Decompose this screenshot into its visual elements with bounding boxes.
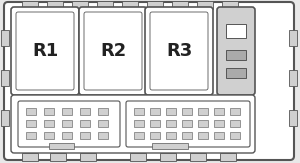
FancyBboxPatch shape [18, 101, 120, 147]
FancyBboxPatch shape [4, 2, 294, 160]
Bar [182, 132, 192, 139]
Bar [150, 108, 160, 115]
Bar [226, 68, 246, 78]
Bar [44, 108, 54, 115]
Bar [198, 132, 208, 139]
Text: R2: R2 [100, 42, 126, 60]
Bar [226, 24, 246, 38]
Bar [182, 108, 192, 115]
Text: R3: R3 [166, 42, 192, 60]
Bar [160, 153, 176, 161]
Bar [150, 132, 160, 139]
FancyBboxPatch shape [11, 7, 79, 95]
Bar [230, 132, 240, 139]
Bar [147, 1, 163, 9]
Text: R1: R1 [32, 42, 58, 60]
Bar [98, 132, 108, 139]
Bar [152, 143, 188, 149]
Bar [172, 1, 188, 9]
FancyBboxPatch shape [217, 7, 255, 95]
Bar [1, 70, 9, 86]
Bar [26, 108, 36, 115]
Bar [80, 120, 90, 127]
Bar [166, 108, 176, 115]
Bar [289, 30, 297, 46]
Bar [214, 132, 224, 139]
FancyBboxPatch shape [16, 12, 74, 90]
FancyBboxPatch shape [150, 12, 208, 90]
FancyBboxPatch shape [145, 7, 213, 95]
Bar [198, 108, 208, 115]
Bar [226, 50, 246, 60]
Bar [44, 132, 54, 139]
Bar [230, 120, 240, 127]
Bar [222, 1, 238, 9]
Bar [62, 132, 72, 139]
Bar [134, 108, 144, 115]
Bar [130, 153, 146, 161]
Bar [166, 120, 176, 127]
Bar [190, 153, 206, 161]
Bar [134, 132, 144, 139]
Bar [122, 1, 138, 9]
Bar [98, 108, 108, 115]
Bar [47, 1, 63, 9]
Bar [22, 1, 38, 9]
FancyBboxPatch shape [11, 95, 255, 153]
Bar [80, 108, 90, 115]
Bar [80, 153, 96, 161]
Bar [97, 1, 113, 9]
Bar [214, 108, 224, 115]
FancyBboxPatch shape [126, 101, 250, 147]
Bar [50, 153, 66, 161]
Bar [1, 30, 9, 46]
FancyBboxPatch shape [79, 7, 147, 95]
Bar [198, 120, 208, 127]
Bar [230, 108, 240, 115]
Bar [26, 120, 36, 127]
Bar [1, 110, 9, 126]
Bar [214, 120, 224, 127]
Bar [62, 108, 72, 115]
Bar [62, 120, 72, 127]
Bar [150, 120, 160, 127]
Bar [289, 110, 297, 126]
Bar [80, 132, 90, 139]
Bar [220, 153, 236, 161]
Bar [134, 120, 144, 127]
Bar [26, 132, 36, 139]
Bar [197, 1, 213, 9]
Bar [50, 143, 74, 149]
Bar [182, 120, 192, 127]
Bar [98, 120, 108, 127]
Bar [72, 1, 88, 9]
Bar [166, 132, 176, 139]
Bar [44, 120, 54, 127]
Bar [22, 153, 38, 161]
Bar [289, 70, 297, 86]
FancyBboxPatch shape [84, 12, 142, 90]
